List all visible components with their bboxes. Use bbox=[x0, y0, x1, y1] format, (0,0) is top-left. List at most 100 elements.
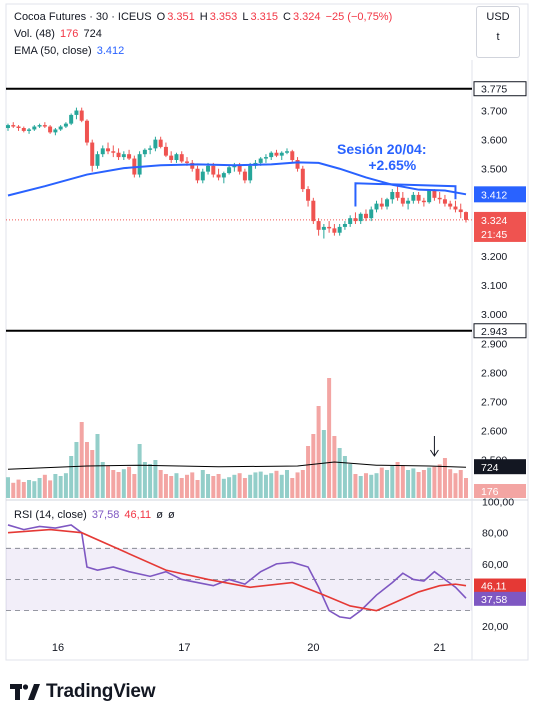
volume-bar bbox=[6, 477, 10, 498]
candle-body bbox=[58, 126, 63, 130]
price-tick-label: 3.100 bbox=[481, 280, 507, 292]
volume-bar bbox=[121, 469, 126, 498]
volume-last-tag: 176 bbox=[481, 486, 499, 498]
candle-body bbox=[448, 203, 453, 207]
candle-body bbox=[216, 174, 221, 178]
price-tick-label: 3.000 bbox=[481, 309, 507, 321]
candle-body bbox=[42, 125, 47, 127]
volume-bar bbox=[27, 480, 32, 498]
candle-body bbox=[142, 149, 147, 155]
ema-price-tag: 3.412 bbox=[481, 189, 507, 201]
candle-body bbox=[285, 151, 290, 153]
candle-body bbox=[74, 110, 79, 115]
candle-body bbox=[184, 161, 189, 163]
candle-body bbox=[295, 160, 300, 169]
candle-body bbox=[300, 168, 305, 190]
symbol-name[interactable]: Cocoa Futures · 30 · ICEUS bbox=[14, 11, 152, 23]
volume-bar bbox=[385, 470, 390, 498]
candle-body bbox=[332, 228, 337, 233]
tradingview-logo[interactable]: TradingView bbox=[10, 680, 156, 704]
rsi-ma-tag-box bbox=[474, 578, 526, 593]
candle-body bbox=[342, 224, 347, 227]
rsi-lock-1: ø bbox=[156, 509, 163, 521]
volume-bar bbox=[348, 464, 353, 498]
volume-bar bbox=[453, 473, 458, 498]
volume-legend[interactable]: Vol. (48) 176 724 bbox=[14, 28, 104, 40]
open-label: O bbox=[156, 11, 166, 23]
candle-body bbox=[258, 158, 263, 163]
candle-body bbox=[53, 129, 58, 133]
candle-body bbox=[106, 148, 111, 152]
volume-bar bbox=[184, 474, 189, 498]
volume-bar bbox=[11, 482, 16, 498]
currency-unit-button[interactable]: USD t bbox=[476, 6, 520, 58]
volume-bar bbox=[169, 476, 174, 498]
candle-body bbox=[411, 194, 416, 201]
volume-bar bbox=[290, 478, 295, 498]
low-label: L bbox=[242, 11, 249, 23]
volume-bar bbox=[353, 474, 358, 498]
volume-bar bbox=[379, 467, 384, 498]
volume-last-tag-box bbox=[474, 484, 526, 498]
annotation-value: +2.65% bbox=[368, 157, 416, 173]
candle-body bbox=[432, 190, 437, 198]
candle-body bbox=[63, 123, 68, 127]
candle-body bbox=[232, 165, 237, 168]
volume-bar bbox=[332, 436, 337, 498]
candle-body bbox=[116, 152, 121, 158]
last-price-tag-box bbox=[474, 211, 526, 242]
rsi-legend[interactable]: RSI (14, close) 37,58 46,11 ø ø bbox=[14, 509, 177, 521]
candle-body bbox=[121, 154, 126, 158]
volume-bar bbox=[216, 474, 221, 498]
candle-body bbox=[437, 197, 442, 200]
volume-bar bbox=[53, 474, 58, 498]
candle-body bbox=[111, 151, 116, 153]
volume-bar bbox=[132, 474, 137, 498]
candle-body bbox=[290, 151, 295, 160]
candle-body bbox=[179, 154, 184, 162]
ema-price-tag-box bbox=[474, 186, 526, 203]
candle-body bbox=[442, 199, 447, 204]
close-label: C bbox=[283, 11, 291, 23]
volume-bar bbox=[221, 478, 226, 498]
candle-body bbox=[79, 110, 84, 121]
volume-label: Vol. (48) bbox=[14, 28, 55, 40]
volume-bar bbox=[111, 470, 116, 498]
volume-bar bbox=[358, 476, 363, 498]
volume-bar bbox=[84, 442, 89, 498]
candle-body bbox=[458, 209, 463, 213]
rsi-ma-line bbox=[7, 528, 467, 612]
volume-bar bbox=[263, 474, 268, 498]
candle-body bbox=[348, 218, 353, 224]
candle-body bbox=[95, 154, 100, 166]
volume-bar bbox=[464, 478, 468, 498]
candle-body bbox=[11, 125, 16, 127]
volume-bar bbox=[316, 406, 321, 498]
candle-body bbox=[27, 129, 32, 131]
open-value: 3.351 bbox=[167, 11, 195, 23]
currency-label: USD bbox=[486, 11, 510, 23]
volume-bar bbox=[32, 481, 37, 498]
volume-bar bbox=[253, 472, 258, 498]
rsi-lock-2: ø bbox=[167, 509, 175, 521]
volume-bar bbox=[237, 473, 242, 498]
volume-bar bbox=[174, 473, 179, 498]
volume-bar bbox=[395, 462, 400, 498]
candle-body bbox=[48, 126, 53, 133]
price-tick-label: 3.200 bbox=[481, 251, 507, 263]
ema-label: EMA (50, close) bbox=[14, 45, 92, 57]
candle-body bbox=[263, 157, 268, 159]
unit-label: t bbox=[496, 31, 500, 43]
ema-legend[interactable]: EMA (50, close) 3.412 bbox=[14, 45, 126, 57]
volume-bar bbox=[306, 446, 311, 498]
candle-body bbox=[100, 148, 105, 155]
volume-bar bbox=[190, 472, 195, 498]
volume-bar bbox=[337, 448, 342, 498]
candle-body bbox=[21, 128, 26, 131]
volume-bar bbox=[432, 466, 437, 498]
volume-bar bbox=[79, 422, 84, 498]
volume-bar bbox=[100, 462, 105, 498]
volume-value: 176 bbox=[60, 28, 79, 40]
